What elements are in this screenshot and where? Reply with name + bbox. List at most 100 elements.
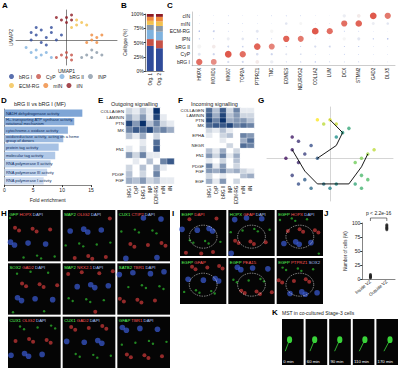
svg-text:CyP: CyP — [134, 186, 139, 195]
svg-text:DCX: DCX — [342, 68, 347, 78]
svg-text:FGF: FGF — [195, 169, 204, 174]
svg-text:MK: MK — [118, 128, 125, 133]
svg-text:NEUROG2: NEUROG2 — [298, 67, 303, 90]
svg-text:cIN: cIN — [183, 13, 191, 19]
svg-text:bRG II: bRG II — [221, 186, 226, 199]
svg-text:G: G — [258, 96, 264, 105]
svg-text:H: H — [1, 209, 7, 218]
svg-text:SOX2 GAD2 DAPI: SOX2 GAD2 DAPI — [10, 265, 46, 270]
svg-text:25%: 25% — [134, 54, 145, 60]
svg-text:I: I — [172, 209, 174, 218]
svg-text:MOXD1: MOXD1 — [211, 67, 216, 84]
svg-text:170 min: 170 min — [378, 359, 394, 364]
svg-text:K: K — [272, 308, 278, 317]
svg-text:0: 0 — [357, 276, 360, 282]
svg-text:B: B — [121, 1, 127, 10]
svg-text:EOMES: EOMES — [284, 68, 289, 84]
svg-text:E: E — [98, 96, 104, 105]
svg-text:INP: INP — [228, 186, 233, 194]
svg-text:EGFP PEA15: EGFP PEA15 — [230, 260, 257, 265]
svg-text:GAD2: GAD2 — [371, 67, 376, 80]
svg-text:bRG I: bRG I — [19, 74, 32, 80]
svg-text:0%: 0% — [136, 68, 144, 74]
svg-text:ECM-RG: ECM-RG — [19, 83, 39, 89]
svg-text:PTPRZ1: PTPRZ1 — [255, 67, 260, 85]
svg-text:A: A — [2, 1, 8, 10]
svg-text:NADH dehydrogenase activity: NADH dehydrogenase activity — [6, 111, 59, 116]
svg-text:50: 50 — [355, 248, 361, 254]
svg-text:50%: 50% — [134, 40, 145, 46]
svg-text:bRG I: bRG I — [207, 186, 212, 198]
svg-text:25: 25 — [355, 262, 361, 268]
svg-text:0: 0 — [3, 187, 6, 193]
svg-text:EGFP GFAP: EGFP GFAP — [182, 260, 206, 265]
svg-text:LAMININ: LAMININ — [107, 115, 124, 120]
svg-text:Celltype (%): Celltype (%) — [122, 29, 128, 57]
svg-text:INP: INP — [98, 74, 107, 80]
svg-text:GFP HOPX DAPI: GFP HOPX DAPI — [10, 212, 43, 217]
svg-text:STMN2: STMN2 — [356, 67, 361, 83]
svg-text:bRG I: bRG I — [127, 186, 132, 198]
svg-text:MAP2 OLIG2 DAPI: MAP2 OLIG2 DAPI — [64, 212, 101, 217]
svg-text:TOP2A: TOP2A — [240, 68, 245, 83]
svg-text:ECM-RG: ECM-RG — [154, 185, 159, 204]
svg-text:J: J — [324, 209, 328, 218]
svg-text:mIN: mIN — [181, 21, 191, 27]
svg-text:MAP2 NKX2.1 DAPI: MAP2 NKX2.1 DAPI — [64, 265, 103, 270]
svg-text:100%: 100% — [131, 11, 144, 17]
svg-text:MKI67: MKI67 — [226, 67, 231, 81]
svg-text:p < 2.2e-16: p < 2.2e-16 — [366, 210, 392, 216]
svg-text:60 min: 60 min — [307, 359, 321, 364]
svg-text:DLX5: DLX5 — [385, 67, 390, 79]
svg-text:FGF: FGF — [115, 178, 124, 183]
svg-text:EPHA: EPHA — [192, 133, 204, 138]
svg-text:ECM-RG: ECM-RG — [170, 28, 190, 34]
svg-text:Incoming signalling: Incoming signalling — [191, 101, 238, 107]
svg-text:bRG I: bRG I — [177, 59, 190, 65]
svg-text:bRG II: bRG II — [141, 186, 146, 199]
svg-text:iIN: iIN — [248, 186, 253, 192]
svg-text:RNA polymerase I activity: RNA polymerase I activity — [6, 178, 52, 183]
svg-text:CyP: CyP — [181, 51, 191, 57]
svg-text:mIN: mIN — [53, 83, 63, 89]
svg-text:CUX1 GAD2 DAPI: CUX1 GAD2 DAPI — [64, 318, 100, 323]
svg-text:PTN: PTN — [115, 121, 124, 126]
svg-text:EGF: EGF — [195, 179, 204, 184]
svg-text:group of donors: group of donors — [6, 138, 34, 143]
svg-text:CUX1 CTIP2 DAPI: CUX1 CTIP2 DAPI — [119, 212, 155, 217]
svg-text:EGFP PTPRZ1 SOX2: EGFP PTPRZ1 SOX2 — [278, 260, 321, 265]
svg-text:Outgoing signalling: Outgoing signalling — [111, 101, 158, 107]
svg-text:mIN: mIN — [161, 186, 166, 194]
svg-text:Org. 2: Org. 2 — [157, 73, 162, 86]
svg-text:F: F — [178, 96, 183, 105]
svg-text:SATB2 TBR1 DAPI: SATB2 TBR1 DAPI — [119, 265, 156, 270]
svg-text:bRG II: bRG II — [176, 44, 190, 50]
svg-text:Number of cells (%): Number of cells (%) — [343, 231, 348, 271]
svg-text:HOPX: HOPX — [197, 68, 202, 81]
svg-text:CyP: CyP — [46, 74, 56, 80]
svg-text:ECM-RG: ECM-RG — [234, 185, 239, 204]
svg-text:mIN: mIN — [241, 186, 246, 194]
svg-text:PDGF: PDGF — [112, 172, 124, 177]
svg-text:INP: INP — [148, 186, 153, 194]
svg-text:bRG II vs bRG I (MF): bRG II vs bRG I (MF) — [14, 101, 66, 107]
svg-text:rotational mechanism: rotational mechanism — [6, 121, 45, 126]
svg-text:COLLAGEN: COLLAGEN — [101, 109, 124, 114]
svg-text:bRG II: bRG II — [70, 74, 84, 80]
svg-text:iIN: iIN — [168, 186, 173, 192]
svg-text:5: 5 — [32, 187, 35, 193]
svg-text:MK: MK — [198, 123, 205, 128]
svg-text:UMAP2: UMAP2 — [8, 29, 14, 46]
svg-text:Org. 1: Org. 1 — [148, 73, 153, 86]
svg-text:LUM: LUM — [327, 68, 332, 78]
svg-text:75%: 75% — [134, 25, 145, 31]
svg-text:Fold enrichment: Fold enrichment — [30, 197, 66, 203]
svg-text:RNA polymerase II activity: RNA polymerase II activity — [6, 161, 53, 166]
svg-text:D: D — [1, 96, 7, 105]
svg-text:EGFP HOPX DAPI: EGFP HOPX DAPI — [278, 212, 314, 217]
svg-text:FN1: FN1 — [196, 153, 205, 158]
svg-text:CUX1 OLIG2 DAPI: CUX1 OLIG2 DAPI — [10, 318, 47, 323]
svg-text:protein tag activity: protein tag activity — [6, 145, 38, 150]
svg-text:110 min: 110 min — [354, 359, 370, 364]
svg-text:TNC: TNC — [269, 67, 274, 77]
